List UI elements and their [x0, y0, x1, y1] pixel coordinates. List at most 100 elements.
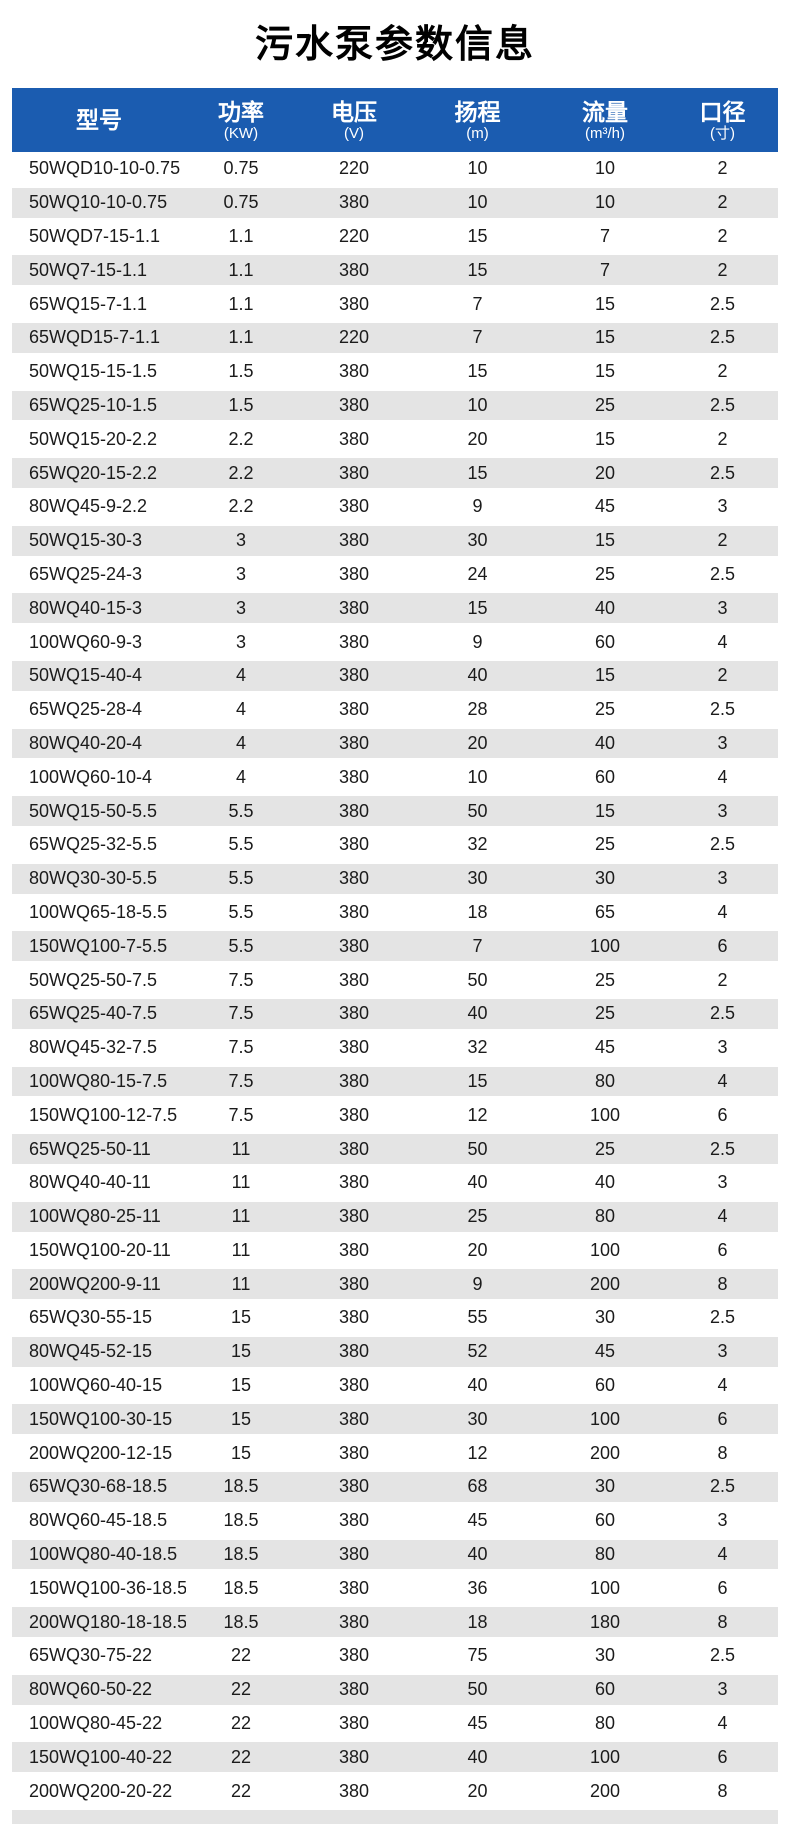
cell-voltage: 380 — [296, 1301, 412, 1335]
cell-voltage: 380 — [296, 1436, 412, 1471]
table-row: 100WQ60-10-4 4 380 10 60 4 — [12, 760, 778, 795]
cell-model: 100WQ60-9-3 — [12, 625, 186, 659]
cell-diameter: 4 — [667, 1706, 778, 1741]
cell-power: 2.2 — [186, 422, 296, 457]
column-header-diameter: 口径 (寸) — [667, 88, 778, 152]
cell-model: 100WQ60-10-4 — [12, 760, 186, 795]
cell-flow: 45 — [543, 489, 667, 524]
column-header-head: 扬程 (m) — [412, 88, 543, 152]
table-row: 65WQ20-15-2.2 2.2 380 15 20 2.5 — [12, 456, 778, 490]
cell-power: 15 — [186, 1334, 296, 1369]
cell-head: 20 — [412, 726, 543, 761]
cell-model: 200WQ200-20-22 — [12, 1774, 186, 1809]
cell-model: 80WQ40-20-4 — [12, 726, 186, 761]
cell-flow: 180 — [543, 1605, 667, 1640]
cell-head: 50 — [412, 963, 543, 997]
cell-model: 100WQ80-25-11 — [12, 1199, 186, 1234]
cell-flow: 25 — [543, 692, 667, 727]
cell-power: 4 — [186, 692, 296, 727]
cell-voltage: 380 — [296, 1064, 412, 1099]
cell-flow: 45 — [543, 1334, 667, 1369]
column-header-model: 型号 — [12, 88, 186, 152]
cell-flow: 100 — [543, 1740, 667, 1775]
cell-diameter: 2.5 — [667, 456, 778, 490]
cell-diameter: 2 — [667, 253, 778, 288]
cell-voltage: 380 — [296, 1165, 412, 1200]
cell-diameter: 6 — [667, 929, 778, 964]
cell-power: 18.5 — [186, 1470, 296, 1504]
table-row: 100WQ65-18-5.5 5.5 380 18 65 4 — [12, 895, 778, 930]
table-row: 50WQD10-10-0.75 0.75 220 10 10 2 — [12, 152, 778, 186]
cell-flow: 100 — [543, 1233, 667, 1268]
cell-diameter: 4 — [667, 625, 778, 659]
cell-voltage: 380 — [296, 354, 412, 389]
cell-diameter: 8 — [667, 1605, 778, 1640]
cell-power: 22 — [186, 1706, 296, 1741]
cell-voltage: 380 — [296, 827, 412, 862]
cell-voltage: 380 — [296, 658, 412, 693]
cell-power: 4 — [186, 726, 296, 761]
cell-flow: 100 — [543, 1571, 667, 1606]
cell-power: 11 — [186, 1233, 296, 1268]
cell-power: 5.5 — [186, 794, 296, 828]
table-row: 200WQ200-20-22 22 380 20 200 8 — [12, 1774, 778, 1809]
cell-head: 32 — [412, 827, 543, 862]
cell-model: 50WQ25-50-7.5 — [12, 963, 186, 997]
cell-model: 80WQ45-52-15 — [12, 1334, 186, 1369]
cell-model: 150WQ100-12-7.5 — [12, 1098, 186, 1133]
cell-power: 3 — [186, 591, 296, 626]
cell-diameter: 2 — [667, 658, 778, 693]
table-row: 150WQ100-40-22 22 380 40 100 6 — [12, 1740, 778, 1775]
cell-power: 2.2 — [186, 489, 296, 524]
cell-voltage: 380 — [296, 861, 412, 896]
cell-voltage: 380 — [296, 1470, 412, 1504]
cell-voltage: 380 — [296, 557, 412, 592]
cell-voltage: 380 — [296, 1537, 412, 1572]
cell-head: 40 — [412, 1740, 543, 1775]
cell-head: 68 — [412, 1470, 543, 1504]
cell-power: 3 — [186, 625, 296, 659]
cell-power: 3 — [186, 523, 296, 558]
cell-flow: 80 — [543, 1537, 667, 1572]
cell-diameter: 3 — [667, 1165, 778, 1200]
table-row: 65WQ30-75-22 22 380 75 30 2.5 — [12, 1639, 778, 1673]
cell-flow: 10 — [543, 152, 667, 186]
bottom-partial-row — [12, 1810, 778, 1825]
cell-model: 80WQ30-30-5.5 — [12, 861, 186, 896]
cell-voltage: 220 — [296, 320, 412, 355]
cell-diameter: 2.5 — [667, 1470, 778, 1504]
cell-diameter: 2 — [667, 963, 778, 997]
table-row: 200WQ200-9-11 11 380 9 200 8 — [12, 1267, 778, 1302]
cell-power: 18.5 — [186, 1503, 296, 1538]
table-row: 150WQ100-20-11 11 380 20 100 6 — [12, 1233, 778, 1268]
cell-voltage: 380 — [296, 760, 412, 795]
column-unit-diameter: (寸) — [710, 124, 735, 142]
cell-model: 200WQ200-12-15 — [12, 1436, 186, 1471]
cell-flow: 40 — [543, 591, 667, 626]
cell-voltage: 380 — [296, 523, 412, 558]
table-row: 50WQ7-15-1.1 1.1 380 15 7 2 — [12, 253, 778, 288]
table-row: 50WQ15-15-1.5 1.5 380 15 15 2 — [12, 354, 778, 389]
table-row: 65WQ30-55-15 15 380 55 30 2.5 — [12, 1301, 778, 1335]
cell-head: 30 — [412, 1402, 543, 1437]
cell-power: 22 — [186, 1774, 296, 1809]
cell-model: 80WQ60-45-18.5 — [12, 1503, 186, 1538]
cell-head: 45 — [412, 1503, 543, 1538]
cell-diameter: 6 — [667, 1571, 778, 1606]
cell-power: 1.5 — [186, 388, 296, 423]
cell-voltage: 380 — [296, 963, 412, 997]
cell-diameter: 3 — [667, 861, 778, 896]
cell-model: 65WQ25-40-7.5 — [12, 996, 186, 1031]
cell-head: 15 — [412, 354, 543, 389]
cell-model: 200WQ200-9-11 — [12, 1267, 186, 1302]
cell-flow: 15 — [543, 320, 667, 355]
cell-flow: 30 — [543, 1470, 667, 1504]
cell-voltage: 380 — [296, 1706, 412, 1741]
cell-model: 150WQ100-7-5.5 — [12, 929, 186, 964]
cell-flow: 80 — [543, 1064, 667, 1099]
cell-head: 15 — [412, 219, 543, 254]
cell-model: 65WQ25-32-5.5 — [12, 827, 186, 862]
cell-diameter: 8 — [667, 1267, 778, 1302]
cell-model: 80WQ45-9-2.2 — [12, 489, 186, 524]
table-row: 65WQ30-68-18.5 18.5 380 68 30 2.5 — [12, 1470, 778, 1504]
